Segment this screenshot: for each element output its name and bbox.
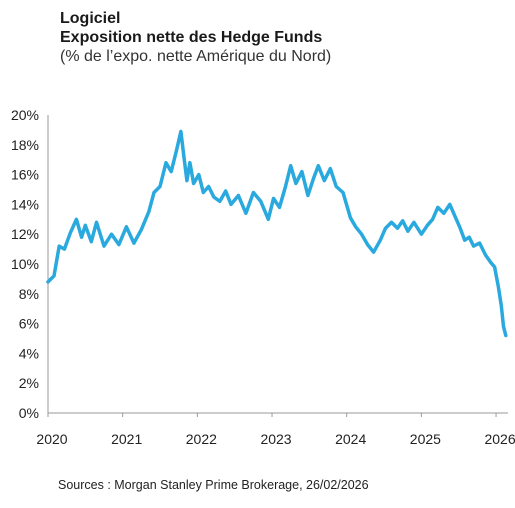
y-tick-label: 16% [11,167,39,183]
chart-titles: Logiciel Exposition nette des Hedge Fund… [60,9,331,66]
y-tick-label: 2% [19,375,39,391]
x-tick-label: 2020 [36,431,67,447]
x-tick-label: 2024 [335,431,366,447]
x-tick-label: 2021 [111,431,142,447]
source-note: Sources : Morgan Stanley Prime Brokerage… [58,478,369,492]
y-tick-label: 18% [11,137,39,153]
y-tick-label: 4% [19,345,39,361]
y-tick-label: 14% [11,196,39,212]
chart-subtitle: Exposition nette des Hedge Funds [60,29,323,46]
chart-title: Logiciel [60,10,121,27]
x-tick-label: 2022 [186,431,217,447]
y-tick-label: 12% [11,226,39,242]
series-line [46,129,508,338]
y-tick-label: 0% [19,405,39,421]
x-tick-label: 2023 [260,431,291,447]
chart-unit-note: (% de l’expo. nette Amérique du Nord) [60,48,332,65]
x-tick-label: 2026 [484,431,515,447]
y-tick-label: 20% [11,107,39,123]
y-tick-label: 8% [19,286,39,302]
x-tick-label: 2025 [410,431,441,447]
y-tick-label: 6% [19,316,39,332]
y-tick-label: 10% [11,256,39,272]
